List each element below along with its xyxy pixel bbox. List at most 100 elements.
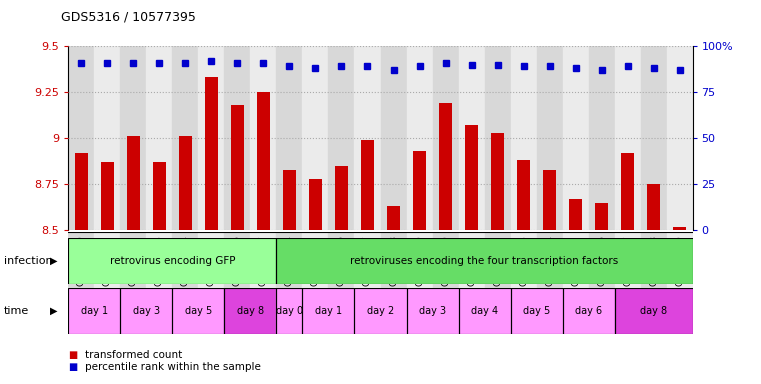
Bar bbox=[179, 136, 192, 230]
Bar bbox=[68, 288, 120, 334]
Bar bbox=[276, 288, 303, 334]
Bar bbox=[485, 46, 511, 230]
Bar bbox=[68, 232, 94, 294]
Text: GSM943798: GSM943798 bbox=[389, 235, 398, 286]
Text: GSM943816: GSM943816 bbox=[233, 235, 242, 286]
Bar bbox=[250, 232, 276, 294]
Bar bbox=[517, 161, 530, 230]
Text: GSM943804: GSM943804 bbox=[545, 235, 554, 286]
Text: ▶: ▶ bbox=[49, 256, 57, 266]
Text: ■: ■ bbox=[68, 350, 78, 360]
Bar bbox=[120, 288, 173, 334]
Text: day 5: day 5 bbox=[523, 306, 550, 316]
Bar bbox=[94, 46, 120, 230]
Bar bbox=[562, 46, 588, 230]
Bar bbox=[458, 232, 485, 294]
Text: day 0: day 0 bbox=[276, 306, 303, 316]
Bar bbox=[621, 153, 634, 230]
Bar bbox=[511, 46, 537, 230]
Text: GSM943795: GSM943795 bbox=[311, 235, 320, 286]
Bar bbox=[413, 151, 426, 230]
Bar bbox=[276, 46, 303, 230]
Bar bbox=[335, 166, 348, 230]
Text: day 4: day 4 bbox=[471, 306, 498, 316]
Bar bbox=[283, 170, 296, 230]
Bar bbox=[120, 288, 173, 334]
Bar bbox=[146, 46, 173, 230]
Bar bbox=[153, 162, 166, 230]
Bar bbox=[432, 46, 458, 230]
Bar bbox=[101, 162, 114, 230]
Bar bbox=[276, 238, 693, 284]
Text: retrovirus encoding GFP: retrovirus encoding GFP bbox=[110, 256, 235, 266]
Bar bbox=[406, 232, 432, 294]
Bar bbox=[361, 140, 374, 230]
Bar bbox=[68, 238, 276, 284]
Text: day 8: day 8 bbox=[640, 306, 667, 316]
Bar bbox=[458, 46, 485, 230]
Text: GSM943801: GSM943801 bbox=[467, 235, 476, 286]
Bar bbox=[94, 232, 120, 294]
Text: day 3: day 3 bbox=[133, 306, 160, 316]
Text: infection: infection bbox=[4, 256, 53, 266]
Bar bbox=[511, 288, 562, 334]
Text: day 8: day 8 bbox=[237, 306, 264, 316]
Text: GSM943805: GSM943805 bbox=[571, 235, 580, 286]
Text: GSM943809: GSM943809 bbox=[675, 235, 684, 286]
Bar bbox=[641, 46, 667, 230]
Bar bbox=[355, 288, 406, 334]
Bar bbox=[667, 46, 693, 230]
Text: GSM943815: GSM943815 bbox=[207, 235, 216, 286]
Text: GSM943811: GSM943811 bbox=[103, 235, 112, 286]
Bar bbox=[173, 46, 199, 230]
Text: GSM943794: GSM943794 bbox=[285, 235, 294, 286]
Bar bbox=[173, 288, 224, 334]
Bar bbox=[543, 170, 556, 230]
Bar bbox=[485, 232, 511, 294]
Bar bbox=[224, 46, 250, 230]
Text: percentile rank within the sample: percentile rank within the sample bbox=[85, 362, 261, 372]
Bar bbox=[667, 232, 693, 294]
Bar bbox=[465, 125, 478, 230]
Bar bbox=[511, 232, 537, 294]
Bar bbox=[199, 46, 224, 230]
Bar bbox=[224, 232, 250, 294]
Bar bbox=[355, 288, 406, 334]
Bar bbox=[562, 288, 614, 334]
Bar bbox=[614, 288, 693, 334]
Bar bbox=[614, 288, 693, 334]
Bar bbox=[205, 78, 218, 230]
Bar bbox=[458, 288, 511, 334]
Bar bbox=[406, 288, 458, 334]
Text: GSM943808: GSM943808 bbox=[649, 235, 658, 286]
Text: retroviruses encoding the four transcription factors: retroviruses encoding the four transcrip… bbox=[350, 256, 619, 266]
Bar bbox=[588, 46, 614, 230]
Bar bbox=[641, 232, 667, 294]
Bar bbox=[120, 46, 146, 230]
Bar bbox=[199, 232, 224, 294]
Text: GSM943802: GSM943802 bbox=[493, 235, 502, 286]
Bar bbox=[673, 227, 686, 230]
Bar bbox=[537, 232, 562, 294]
Bar bbox=[380, 232, 406, 294]
Text: GSM943796: GSM943796 bbox=[337, 235, 346, 286]
Bar bbox=[303, 232, 329, 294]
Bar bbox=[588, 232, 614, 294]
Text: day 2: day 2 bbox=[367, 306, 394, 316]
Text: GSM943814: GSM943814 bbox=[181, 235, 190, 286]
Bar bbox=[387, 207, 400, 230]
Bar bbox=[537, 46, 562, 230]
Bar bbox=[595, 203, 608, 230]
Text: GSM943813: GSM943813 bbox=[155, 235, 164, 286]
Bar bbox=[614, 46, 641, 230]
Text: time: time bbox=[4, 306, 29, 316]
Bar bbox=[276, 232, 303, 294]
Bar bbox=[224, 288, 276, 334]
Text: GSM943799: GSM943799 bbox=[415, 235, 424, 286]
Text: GSM943817: GSM943817 bbox=[259, 235, 268, 286]
Bar bbox=[303, 288, 355, 334]
Bar bbox=[68, 238, 276, 284]
Bar bbox=[432, 232, 458, 294]
Bar bbox=[68, 46, 94, 230]
Bar bbox=[329, 232, 355, 294]
